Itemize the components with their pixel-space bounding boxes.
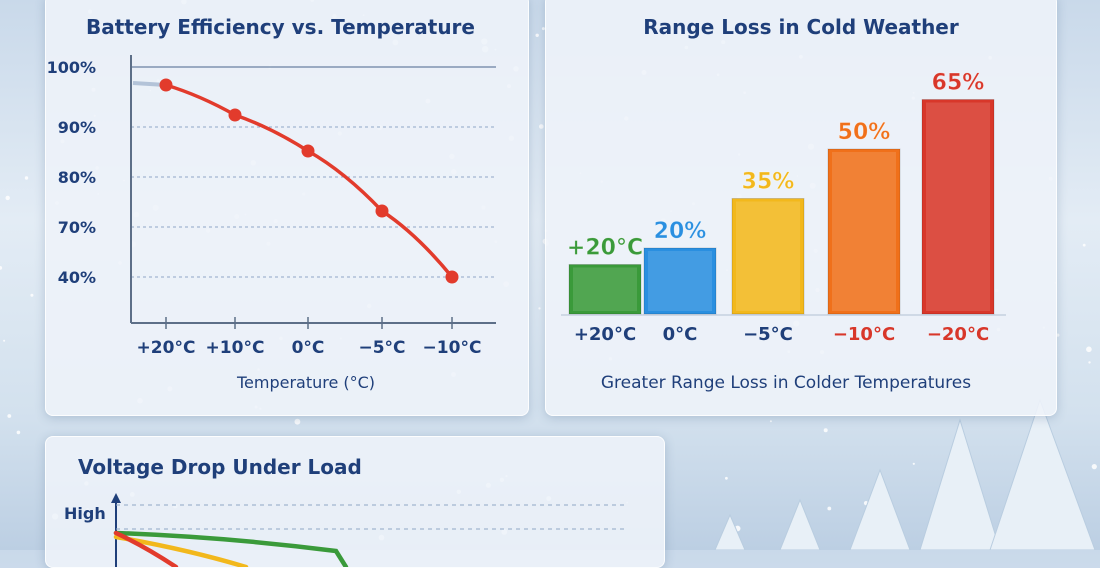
range-loss-value-label: 35% bbox=[742, 170, 795, 195]
range-loss-value-label: 50% bbox=[838, 120, 891, 145]
snowflake bbox=[973, 519, 978, 524]
range-loss-bar bbox=[731, 198, 805, 315]
voltage-chart: High bbox=[64, 493, 626, 567]
efficiency-y-tick-label: 70% bbox=[58, 218, 96, 237]
snowflake bbox=[1091, 464, 1097, 470]
snowflake bbox=[7, 414, 12, 418]
snowflake bbox=[863, 501, 869, 506]
snowflake bbox=[734, 525, 741, 532]
range-loss-category-label: +20°C bbox=[574, 324, 636, 345]
range-loss-bar-highlight bbox=[573, 267, 637, 311]
snowflake bbox=[538, 307, 541, 310]
snowflake bbox=[539, 124, 544, 129]
range-loss-bar bbox=[827, 148, 901, 315]
efficiency-data-point bbox=[159, 78, 173, 92]
range-loss-category-label: −10°C bbox=[833, 324, 895, 345]
snowflake bbox=[1082, 243, 1086, 247]
snowflake bbox=[5, 195, 10, 201]
range-loss-value-label: 65% bbox=[932, 71, 985, 96]
efficiency-x-tick-label: 0°C bbox=[292, 338, 325, 358]
snowflake bbox=[30, 293, 34, 297]
range-loss-chart: +20°C+20°C20%0°C35%−5°C50%−10°C65%−20°C … bbox=[561, 70, 1006, 393]
snowflake bbox=[1062, 506, 1069, 513]
range-loss-bar bbox=[921, 99, 995, 315]
efficiency-data-point bbox=[228, 108, 242, 122]
range-loss-bar-highlight bbox=[648, 251, 712, 311]
efficiency-y-tick-label: 90% bbox=[58, 118, 96, 137]
voltage-series-line bbox=[113, 530, 179, 567]
voltage-y-label-high: High bbox=[64, 504, 106, 523]
efficiency-x-tick-label: +20°C bbox=[137, 338, 196, 358]
efficiency-y-tick-label: 40% bbox=[58, 268, 96, 287]
snowflake bbox=[769, 420, 772, 423]
efficiency-data-point bbox=[445, 270, 459, 284]
snowflake bbox=[827, 506, 832, 511]
efficiency-data-point bbox=[301, 144, 315, 158]
efficiency-panel: Battery Efficiency vs. Temperature 100% 9… bbox=[45, 0, 529, 416]
snowflake bbox=[294, 418, 301, 425]
efficiency-x-tick-label: −5°C bbox=[358, 338, 405, 358]
range-loss-value-label: +20°C bbox=[567, 236, 643, 261]
snowflake bbox=[725, 476, 728, 480]
range-loss-bar-highlight bbox=[832, 152, 896, 311]
efficiency-chart: 100% 90% 80% 70% 40% +20°C +10°C 0°C −5°C −10°C T… bbox=[47, 55, 496, 392]
range-loss-category-label: −5°C bbox=[743, 324, 793, 345]
range-loss-bar-highlight bbox=[736, 201, 800, 311]
range-loss-category-label: −20°C bbox=[927, 324, 989, 345]
efficiency-x-tick-label: −10°C bbox=[423, 338, 482, 358]
snowflake bbox=[1038, 439, 1043, 444]
range-loss-category-label: 0°C bbox=[663, 324, 698, 345]
efficiency-data-point bbox=[375, 204, 389, 218]
pine-trees bbox=[714, 398, 1096, 550]
efficiency-x-axis-label: Temperature (°C) bbox=[236, 373, 375, 392]
efficiency-title: Battery Efficiency vs. Temperature bbox=[86, 15, 475, 39]
efficiency-y-tick-label: 100% bbox=[47, 58, 96, 77]
range-loss-panel: Range Loss in Cold Weather +20°C +20°C 20%… bbox=[545, 0, 1057, 416]
efficiency-series-line bbox=[164, 83, 454, 279]
range-loss-caption: Greater Range Loss in Colder Temperature… bbox=[601, 373, 971, 393]
efficiency-x-tick-label: +10°C bbox=[206, 338, 265, 358]
snowflake bbox=[912, 462, 915, 465]
efficiency-y-tick-label: 80% bbox=[58, 168, 96, 187]
voltage-panel: Voltage Drop Under Load High bbox=[45, 436, 665, 568]
snowflake bbox=[3, 339, 6, 342]
voltage-series-line bbox=[113, 530, 349, 567]
range-loss-value-label: 20% bbox=[654, 219, 707, 244]
snowflake bbox=[0, 266, 3, 270]
snowflake bbox=[1086, 346, 1092, 353]
range-loss-bar-highlight bbox=[926, 102, 990, 311]
voltage-y-axis-arrow-icon bbox=[111, 493, 121, 503]
snowflake bbox=[16, 430, 21, 435]
snowflake bbox=[24, 176, 29, 180]
range-loss-bar bbox=[568, 264, 642, 315]
range-loss-title: Range Loss in Cold Weather bbox=[643, 15, 959, 39]
range-loss-bar bbox=[643, 247, 717, 315]
snowflake bbox=[1088, 361, 1091, 364]
snowflake bbox=[535, 33, 539, 37]
snowflake bbox=[823, 428, 828, 433]
voltage-title: Voltage Drop Under Load bbox=[78, 455, 362, 479]
